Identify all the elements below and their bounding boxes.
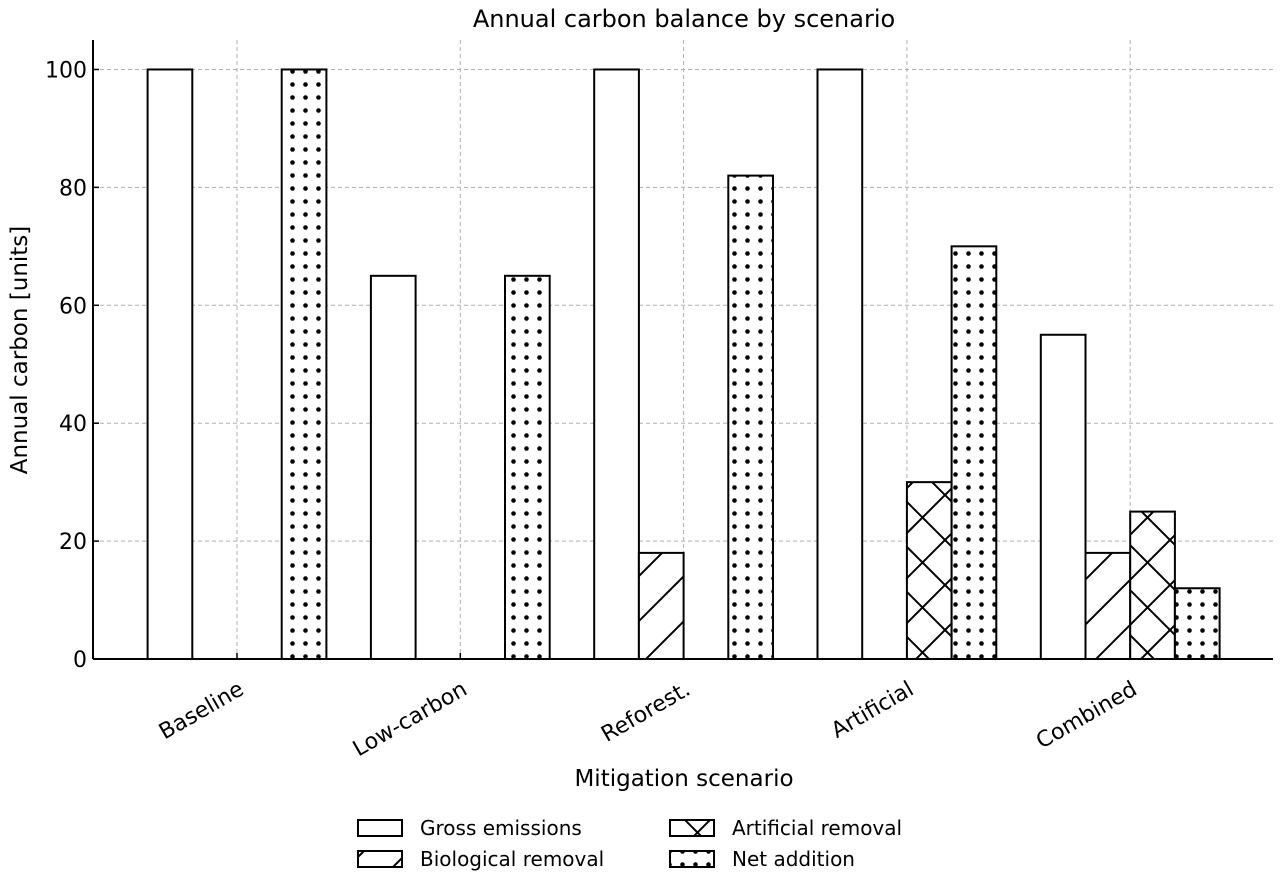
- y-tick-label: 0: [73, 648, 87, 673]
- x-tick-label: Combined: [1032, 677, 1141, 755]
- legend-swatch-net-addition: [669, 850, 715, 868]
- x-tick-label: Low-carbon: [349, 677, 472, 762]
- bar-gross-emissions: [816, 68, 864, 660]
- bar-gross-emissions: [1039, 333, 1087, 660]
- bar-biological-removal: [637, 551, 685, 661]
- y-tick-label: 60: [59, 294, 87, 319]
- x-axis-title: Mitigation scenario: [574, 766, 793, 792]
- legend-swatch-artificial-removal: [669, 819, 715, 837]
- legend-label-biological-removal: Biological removal: [420, 847, 604, 871]
- bar-net-addition: [504, 274, 551, 660]
- bar-artificial-removal: [905, 481, 953, 660]
- y-axis-title: Annual carbon [units]: [7, 226, 33, 475]
- bar-gross-emissions: [146, 68, 194, 660]
- bar-gross-emissions: [593, 68, 640, 660]
- bar-net-addition: [727, 174, 774, 660]
- legend-label-net-addition: Net addition: [732, 847, 855, 871]
- y-tick-label: 80: [59, 176, 87, 201]
- legend: Gross emissions Biological removal Artific…: [357, 816, 902, 871]
- bar-biological-removal: [1084, 551, 1132, 661]
- bar-gross-emissions: [369, 274, 417, 660]
- chart-title: Annual carbon balance by scenario: [473, 5, 895, 33]
- bar-net-addition: [280, 68, 328, 660]
- legend-label-artificial-removal: Artificial removal: [732, 816, 902, 840]
- bars-layer: [146, 68, 1221, 661]
- y-tick-label: 40: [59, 412, 87, 437]
- y-tick-label: 100: [45, 58, 87, 83]
- x-tick-label: Reforest.: [597, 677, 695, 748]
- x-tick-label: Artificial: [827, 677, 918, 744]
- legend-swatch-biological-removal: [357, 850, 403, 868]
- legend-label-gross-emissions: Gross emissions: [420, 816, 582, 840]
- x-tick-label: Baseline: [155, 677, 248, 745]
- legend-swatch-gross-emissions: [357, 819, 403, 837]
- y-tick-label: 20: [59, 530, 87, 555]
- bar-artificial-removal: [1129, 510, 1176, 660]
- bar-net-addition: [1173, 587, 1221, 660]
- bar-net-addition: [950, 245, 998, 660]
